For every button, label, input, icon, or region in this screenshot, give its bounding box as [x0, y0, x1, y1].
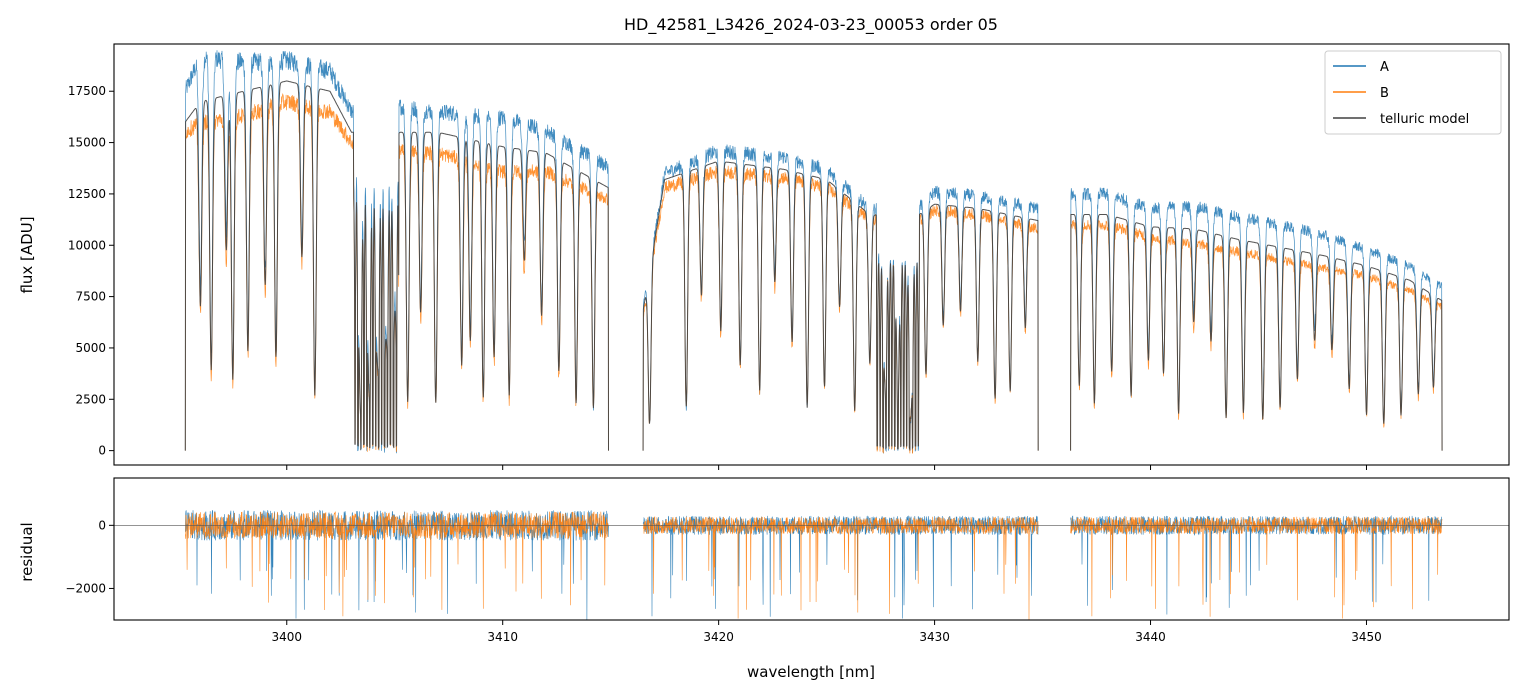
flux-y-ticks: 0 2500 5000 7500 10000 12500 15000 17500	[68, 84, 114, 458]
legend: A B telluric model	[1324, 50, 1502, 135]
flux-y-tick-label: 5000	[75, 341, 106, 355]
x-tick-label: 3430	[919, 630, 950, 644]
flux-y-tick-label: 2500	[75, 392, 106, 406]
flux-panel: 0 2500 5000 7500 10000 12500 15000 17500 flux […	[18, 43, 1510, 470]
residual-y-tick-label: −2000	[65, 581, 106, 595]
x-tick-label: 3400	[271, 630, 302, 644]
flux-x-ticks	[286, 465, 1367, 470]
flux-axes-frame	[113, 43, 1510, 466]
x-tick-label: 3420	[703, 630, 734, 644]
flux-y-tick-label: 7500	[75, 290, 106, 304]
residual-x-ticks: 3400 3410 3420 3430 3440 3450	[271, 620, 1382, 644]
flux-y-tick-label: 0	[98, 444, 106, 458]
residual-series-group	[185, 509, 1443, 620]
residual-axes-frame	[113, 477, 1510, 621]
chart-title: HD_42581_L3426_2024-03-23_00053 order 05	[624, 15, 998, 35]
residual-line-b	[185, 511, 1443, 620]
flux-y-tick-label: 17500	[68, 84, 106, 98]
x-tick-label: 3410	[487, 630, 518, 644]
flux-series-group	[184, 50, 1443, 454]
residual-y-tick-label: 0	[98, 518, 106, 532]
flux-y-tick-label: 10000	[68, 238, 106, 252]
residual-y-axis-label: residual	[18, 522, 36, 581]
flux-y-axis-label: flux [ADU]	[18, 216, 36, 293]
legend-label-telluric: telluric model	[1380, 112, 1469, 127]
legend-label-b: B	[1380, 86, 1389, 101]
x-tick-label: 3440	[1135, 630, 1166, 644]
legend-label-a: A	[1380, 60, 1389, 75]
residual-y-ticks: 0 −2000	[65, 518, 114, 595]
legend-box	[1324, 50, 1502, 135]
x-tick-label: 3450	[1351, 630, 1382, 644]
x-axis-label: wavelength [nm]	[747, 663, 875, 681]
flux-y-tick-label: 12500	[68, 187, 106, 201]
flux-line-telluric-model	[184, 80, 1443, 451]
flux-y-tick-label: 15000	[68, 136, 106, 150]
residual-panel: 0 −2000 3400 3410 3420 3430 3440 3450 residual…	[18, 477, 1510, 681]
